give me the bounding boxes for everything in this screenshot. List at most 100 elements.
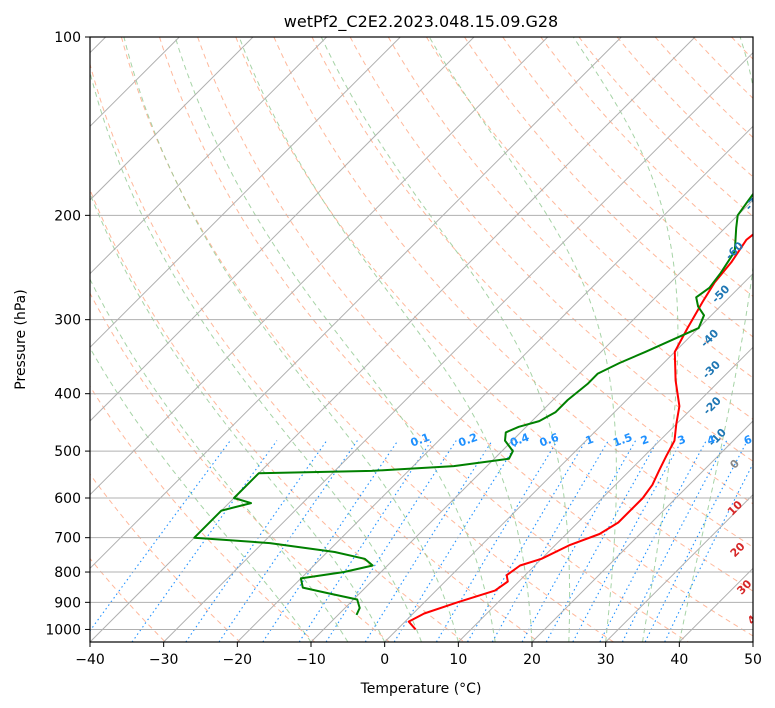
dry-adiabats (90, 37, 753, 642)
moist-adiabat-line (90, 347, 312, 642)
y-axis-ticks: 100 200 300 400 500 600 700 800 900 1000 (45, 30, 90, 638)
isotherm-line (90, 37, 401, 349)
moist-adiabat-line (320, 37, 571, 642)
mixing-ratio-line (393, 440, 520, 642)
isotherm-line (384, 272, 753, 642)
mixing-ratio-line (621, 440, 728, 642)
x-tick-label: 30 (597, 652, 615, 668)
dry-adiabat-line (197, 37, 753, 637)
isotherm-line (90, 37, 475, 422)
x-tick-label: −20 (223, 652, 253, 668)
moist-adiabat-line (428, 37, 617, 642)
dry-adiabat-line (349, 37, 753, 462)
y-tick-label: 500 (54, 444, 81, 460)
mixing-ratio-label: 3 (676, 433, 688, 448)
y-tick-label: 600 (54, 491, 81, 507)
isotherm-line (90, 37, 622, 570)
y-tick-label: 700 (54, 531, 81, 547)
isotherm-label: 30 (734, 577, 754, 597)
mixing-ratio-line (298, 440, 432, 642)
x-tick-label: −30 (149, 652, 179, 668)
moist-adiabat-line (123, 37, 459, 642)
mixing-ratio-line (545, 440, 659, 642)
mixing-ratio-line (644, 440, 748, 642)
x-tick-label: 50 (744, 652, 762, 668)
moist-adiabat-line (90, 278, 349, 642)
dry-adiabat-line (90, 188, 465, 642)
mixing-ratio-label: 1.5 (611, 431, 634, 450)
dry-adiabat-line (90, 62, 540, 642)
mixing-ratio-label: 1 (584, 433, 596, 448)
y-tick-label: 300 (54, 313, 81, 329)
y-axis-title: Pressure (hPa) (13, 289, 29, 389)
mixing-ratio-line (572, 440, 683, 642)
dry-adiabat-line (616, 37, 753, 178)
temperature-profile-line (407, 233, 753, 631)
moist-adiabat-line (174, 37, 496, 642)
mixing-ratio-line (185, 440, 328, 642)
x-tick-label: 10 (449, 652, 467, 668)
mixing-ratio-label: 2 (639, 433, 651, 448)
mixing-ratio-lines (90, 440, 753, 642)
x-tick-label: 0 (380, 652, 389, 668)
dewpoint-profile-line (193, 192, 753, 616)
mixing-ratio-label: 0.1 (409, 431, 432, 450)
mixing-ratio-label: 4 (705, 433, 717, 448)
plot-frame (89, 36, 754, 643)
moist-adiabat-line (90, 70, 422, 642)
isotherm-line (90, 37, 549, 496)
isotherm-line (236, 125, 753, 642)
skewed-isotherms (90, 37, 753, 642)
dry-adiabat-line (159, 37, 689, 642)
mixing-ratio-line (467, 440, 587, 642)
chart-title: wetPf2_C2E2.2023.048.15.09.G28 (284, 12, 558, 32)
x-tick-label: 40 (670, 652, 688, 668)
x-tick-label: −10 (296, 652, 326, 668)
dry-adiabat-line (387, 37, 753, 420)
mixing-ratio-line (435, 440, 558, 642)
dry-adiabat-line (311, 37, 753, 505)
mixing-ratio-line (599, 440, 707, 642)
y-tick-label: 1000 (45, 622, 81, 638)
mixing-ratio-label: 6 (742, 433, 754, 448)
y-tick-label: 200 (54, 208, 81, 224)
moist-adiabat-line (572, 37, 679, 642)
dry-adiabat-line (90, 385, 316, 642)
mixing-ratio-line (364, 440, 493, 642)
y-tick-label: 100 (54, 30, 81, 46)
x-axis-title: Temperature (°C) (360, 681, 482, 697)
isotherm-line (90, 37, 696, 642)
moist-adiabats (90, 37, 753, 642)
isotherm-line (605, 493, 753, 642)
dry-adiabat-label: -70 (743, 190, 766, 213)
isotherm-label: 40 (745, 607, 765, 627)
mixing-ratio-line (521, 440, 637, 642)
mixing-ratio-label: 0.2 (457, 431, 480, 450)
y-tick-label: 900 (54, 595, 81, 611)
x-axis-ticks: −40 −30 −20 −10 0 10 20 30 40 50 (75, 642, 762, 668)
dry-adiabat-line (464, 37, 753, 338)
isotherm-line (457, 346, 753, 642)
dry-adiabat-line (235, 37, 753, 592)
isotherm-line (90, 37, 254, 201)
isotherm-line (310, 199, 753, 642)
y-tick-label: 800 (54, 565, 81, 581)
sounding-lines (193, 192, 753, 631)
dry-adiabat-line (273, 37, 753, 548)
mixing-ratio-line (664, 462, 753, 642)
moist-adiabat-line (90, 192, 386, 642)
moist-adiabat-line (238, 37, 533, 642)
x-tick-label: −40 (75, 652, 105, 668)
isotherm-line (531, 420, 753, 642)
mixing-ratio-line (491, 440, 609, 642)
mixing-ratio-label: 0.6 (538, 431, 561, 450)
y-tick-label: 400 (54, 387, 81, 403)
isotherm-line (163, 51, 753, 642)
mixing-ratio-line (131, 440, 278, 642)
mixing-ratio-label: 0.4 (508, 431, 531, 450)
dry-adiabat-line (502, 37, 753, 298)
isotherm-line (90, 37, 328, 275)
x-tick-label: 20 (523, 652, 541, 668)
